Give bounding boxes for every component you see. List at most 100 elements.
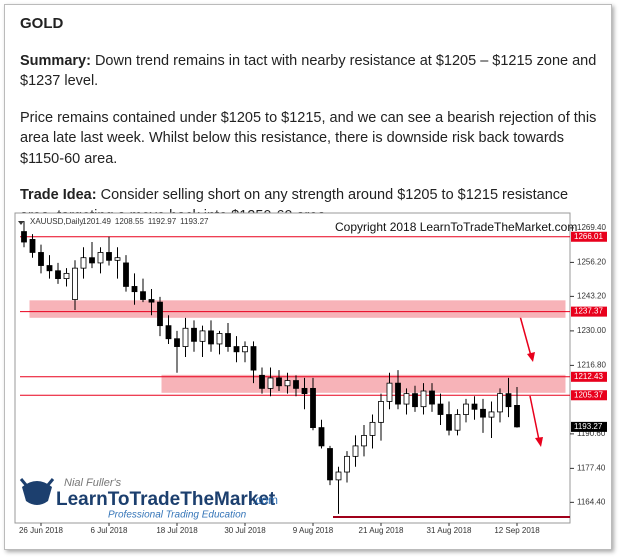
candle-body — [191, 327, 197, 342]
body: Price remains contained under $1205 to $… — [20, 109, 597, 167]
candle-body — [480, 408, 486, 418]
logo-icon — [22, 481, 52, 505]
arrows — [519, 315, 543, 447]
article: GOLD Summary: Down trend remains in tact… — [20, 14, 605, 242]
lead: Trade Idea: — [20, 187, 97, 203]
level-label: 1237.37 — [574, 307, 603, 316]
logo: Nial Fuller's LearnToTradeTheMarket .com… — [19, 477, 278, 521]
y-tick-label: 1269.40 — [577, 223, 606, 232]
candle-body — [454, 414, 461, 431]
level-label-box — [571, 306, 607, 317]
candle-body — [250, 346, 257, 371]
candle-body — [199, 330, 206, 342]
arrow-head — [527, 352, 535, 362]
plot-area — [14, 212, 571, 524]
candle-body — [284, 380, 291, 387]
x-tick-label: 30 Jul 2018 — [224, 526, 266, 535]
candle-body — [21, 231, 27, 243]
candle-body — [352, 445, 359, 457]
level-label-box — [571, 371, 607, 382]
logo-author: Nial Fuller's — [64, 477, 122, 489]
candle-body — [335, 471, 342, 481]
candle-body — [55, 270, 61, 280]
candle-body — [259, 374, 265, 389]
candle-body — [225, 333, 231, 347]
ohlc-value: 1193.27 — [180, 217, 209, 226]
candle-body — [293, 380, 299, 389]
arrow — [529, 395, 540, 441]
candle-body — [310, 387, 316, 428]
candle-body — [157, 301, 163, 327]
level-label: 1266.01 — [574, 232, 603, 241]
level-label: 1212.43 — [574, 372, 603, 381]
level-label-box — [571, 390, 607, 401]
candle-body — [344, 455, 350, 473]
candle-body — [242, 346, 248, 353]
candle-body — [140, 291, 146, 300]
candle-body — [276, 377, 282, 387]
candle-body — [123, 262, 129, 287]
candle-body — [301, 387, 308, 395]
x-tick-label: 18 Jul 2018 — [156, 526, 198, 535]
candle-body — [446, 414, 452, 431]
last-price-label: 1193.27 — [574, 422, 603, 431]
candle-body — [403, 393, 410, 405]
candle-body — [386, 382, 393, 402]
candle-body — [233, 346, 240, 353]
candle-body — [174, 338, 180, 347]
menu-icon — [18, 221, 24, 225]
candle-body — [369, 421, 376, 436]
level-label: 1205.37 — [574, 390, 603, 399]
arrow-head — [535, 437, 543, 447]
logo-horns — [19, 478, 55, 486]
candle-body — [267, 377, 274, 389]
candle-body — [429, 390, 435, 405]
paragraph: Summary: Down trend remains in tact with… — [20, 51, 605, 92]
candle-body — [72, 267, 78, 300]
candle-body — [29, 238, 36, 253]
candle-body — [514, 405, 520, 428]
symbol: XAUUSD,Daily — [30, 217, 83, 226]
lead: Summary: — [20, 52, 91, 69]
candle-body — [165, 325, 172, 340]
candle-body — [505, 393, 512, 408]
y-tick-label: 1177.40 — [577, 463, 606, 472]
last-price-box — [571, 421, 607, 432]
y-tick-label: 1164.40 — [577, 497, 606, 506]
candle-body — [46, 265, 53, 272]
logo-domain: .com — [252, 493, 278, 507]
arrow — [519, 315, 532, 357]
y-tick-label: 1243.20 — [577, 291, 606, 300]
y-tick-label: 1230.00 — [577, 326, 606, 335]
candle-body — [182, 327, 189, 347]
candle-body — [395, 382, 401, 405]
candle-body — [488, 411, 495, 418]
y-tick-label: 1190.60 — [577, 429, 606, 438]
candle-body — [106, 252, 112, 261]
candle-body — [216, 333, 223, 345]
candle-body — [148, 299, 155, 303]
candle-body — [63, 272, 70, 280]
ohlc-value: 1201.49 — [82, 217, 111, 226]
level-label-box — [571, 231, 607, 242]
candle-body — [378, 401, 384, 423]
logo-brand: LearnToTradeTheMarket — [56, 489, 276, 510]
y-tick-label: 1256.20 — [577, 258, 606, 267]
candle-body — [463, 403, 469, 415]
logo-tagline: Professional Trading Education — [108, 510, 247, 521]
x-tick-label: 26 Jun 2018 — [19, 526, 64, 535]
x-tick-label: 6 Jul 2018 — [91, 526, 128, 535]
candle-body — [420, 390, 427, 408]
candle-body — [89, 257, 95, 264]
resistance-zone — [161, 374, 566, 393]
candle-body — [327, 448, 333, 481]
title: GOLD — [20, 15, 64, 32]
candle-body — [471, 403, 478, 410]
ohlc-value: 1208.55 — [115, 217, 144, 226]
x-tick-label: 12 Sep 2018 — [494, 526, 540, 535]
x-tick-label: 9 Aug 2018 — [293, 526, 334, 535]
candle-body — [497, 393, 503, 413]
candle-body — [437, 403, 444, 415]
